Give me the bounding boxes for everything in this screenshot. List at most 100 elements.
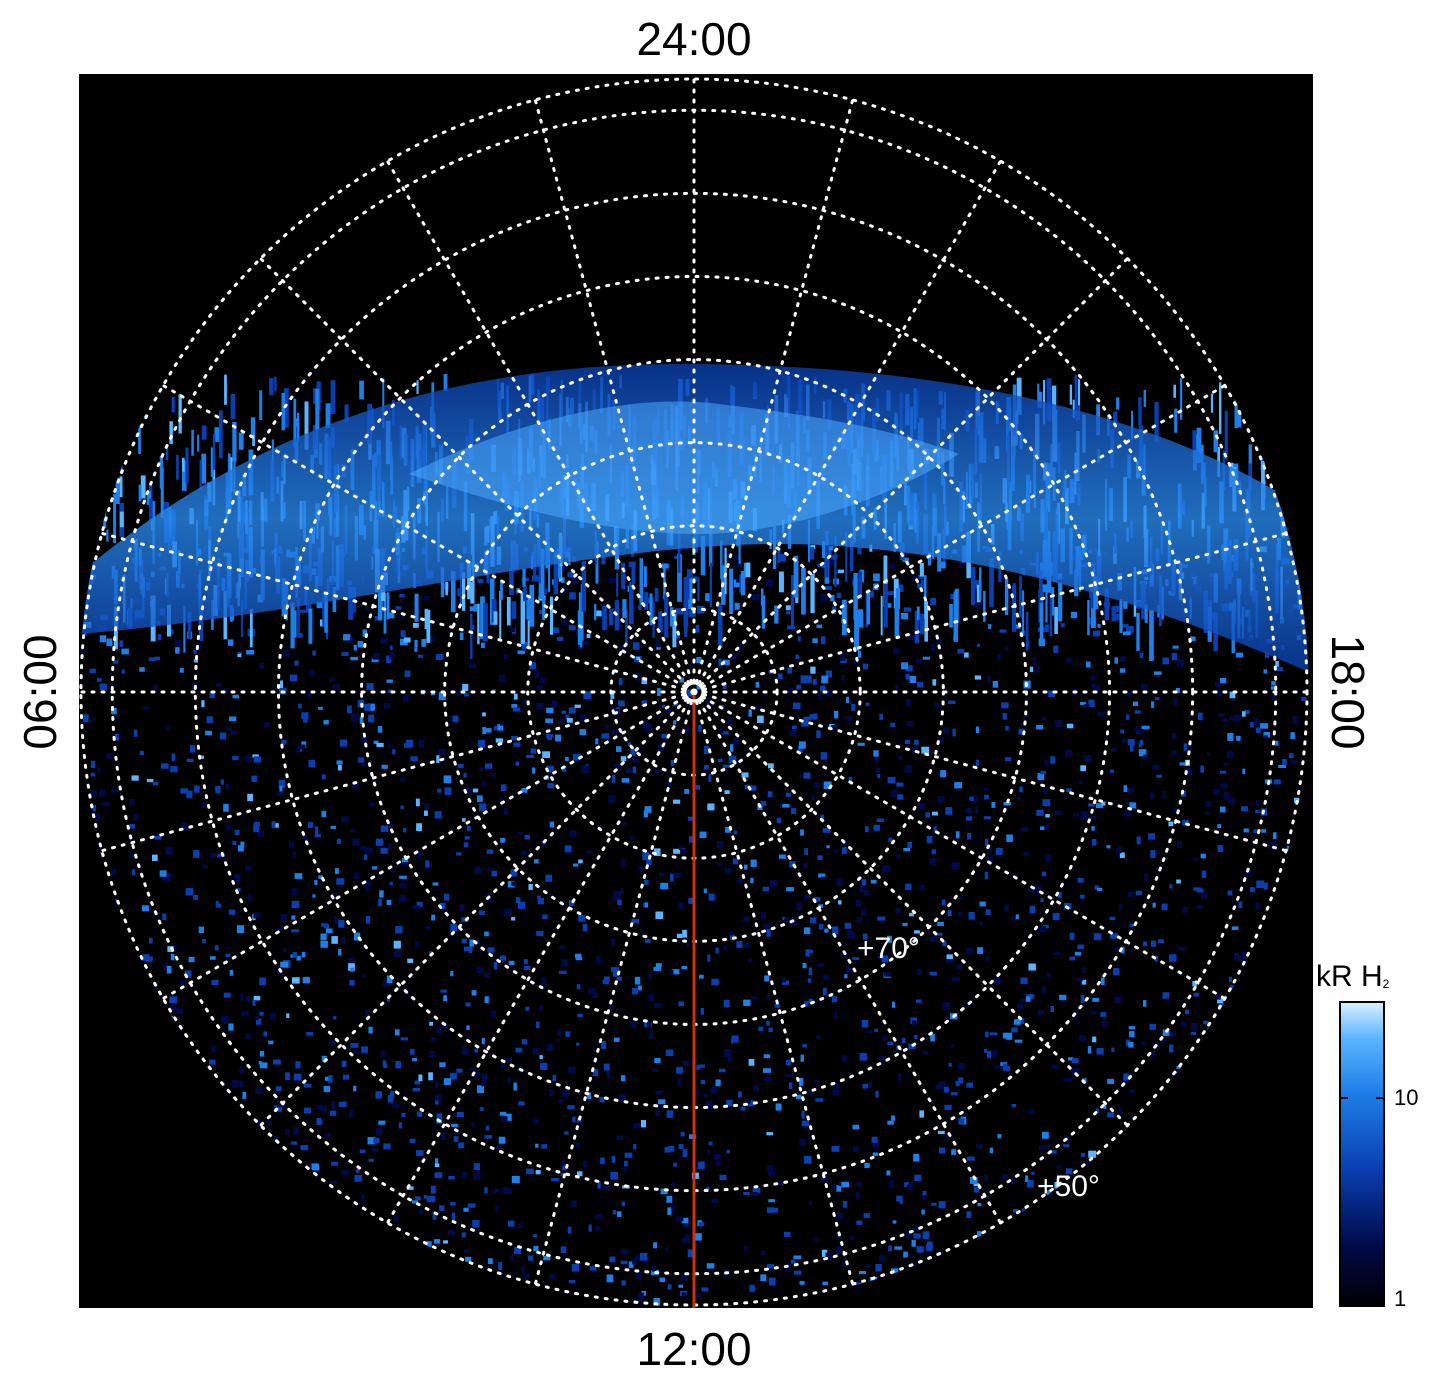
emission-pixel — [1231, 926, 1239, 930]
emission-pixel — [610, 967, 619, 972]
emission-pixel — [1168, 821, 1174, 827]
emission-pixel — [816, 730, 821, 738]
emission-pixel — [1207, 751, 1211, 757]
emission-pixel — [536, 685, 543, 690]
emission-pixel — [253, 912, 261, 919]
emission-pixel — [439, 1062, 446, 1067]
emission-pixel — [1308, 696, 1309, 702]
emission-pixel — [232, 1259, 236, 1268]
emission-pixel — [652, 769, 660, 774]
emission-pixel — [820, 1175, 829, 1183]
emission-pixel — [1211, 1184, 1215, 1193]
emission-pixel — [1138, 749, 1147, 757]
emission-pixel — [678, 1001, 684, 1007]
emission-pixel — [1282, 1139, 1290, 1144]
auroral-streak — [520, 592, 526, 644]
emission-pixel — [489, 899, 494, 903]
emission-pixel — [1134, 1144, 1138, 1152]
emission-pixel — [1263, 735, 1268, 740]
auroral-streak — [1293, 397, 1296, 434]
emission-pixel — [1040, 898, 1044, 903]
emission-pixel — [1217, 997, 1224, 1004]
emission-pixel — [638, 605, 642, 610]
emission-pixel — [535, 1170, 541, 1175]
emission-pixel — [503, 808, 508, 816]
emission-pixel — [268, 1040, 274, 1045]
emission-pixel — [184, 970, 192, 978]
emission-pixel — [477, 1276, 483, 1280]
emission-pixel — [159, 870, 167, 877]
emission-pixel — [957, 648, 965, 654]
emission-pixel — [434, 811, 442, 819]
emission-pixel — [1307, 848, 1309, 856]
emission-pixel — [987, 675, 991, 683]
emission-pixel — [1149, 1249, 1157, 1257]
emission-pixel — [96, 1021, 102, 1029]
emission-pixel — [553, 627, 559, 634]
emission-pixel — [381, 1246, 390, 1254]
emission-pixel — [1001, 702, 1009, 709]
emission-pixel — [1066, 723, 1074, 729]
auroral-streak — [740, 570, 745, 596]
emission-pixel — [1289, 1030, 1296, 1035]
emission-pixel — [632, 758, 639, 763]
emission-pixel — [277, 1107, 282, 1112]
emission-pixel — [1249, 1038, 1256, 1045]
auroral-streak — [480, 596, 485, 639]
emission-pixel — [440, 1132, 446, 1140]
emission-pixel — [338, 949, 342, 956]
local-time-meridian — [98, 531, 696, 694]
emission-pixel — [1116, 846, 1122, 854]
auroral-streak — [470, 582, 475, 604]
emission-pixel — [557, 1029, 561, 1036]
auroral-streak — [1312, 456, 1313, 498]
emission-pixel — [610, 691, 615, 699]
emission-pixel — [1058, 1301, 1066, 1307]
emission-pixel — [633, 1144, 637, 1150]
emission-pixel — [169, 1015, 174, 1020]
emission-pixel — [1150, 1253, 1155, 1261]
auroral-streak — [269, 378, 274, 396]
emission-pixel — [304, 1262, 310, 1270]
emission-pixel — [1217, 824, 1222, 828]
emission-pixel — [1294, 917, 1298, 922]
auroral-streak — [1113, 411, 1118, 426]
emission-pixel — [1162, 1278, 1166, 1283]
emission-pixel — [826, 845, 830, 849]
emission-pixel — [429, 1021, 434, 1026]
emission-pixel — [1064, 749, 1073, 757]
auroral-streak — [1019, 576, 1022, 618]
emission-pixel — [115, 1285, 120, 1290]
emission-pixel — [812, 713, 818, 719]
emission-pixel — [115, 941, 120, 948]
emission-pixel — [148, 657, 155, 661]
emission-pixel — [681, 966, 687, 970]
emission-pixel — [942, 727, 949, 734]
emission-pixel — [1229, 1064, 1236, 1071]
auroral-streak — [1116, 397, 1120, 410]
colorbar-tick-10: 10 — [1394, 1085, 1419, 1110]
emission-pixel — [915, 658, 923, 664]
emission-pixel — [1036, 809, 1044, 816]
emission-pixel — [855, 1191, 860, 1199]
emission-pixel — [436, 1113, 443, 1121]
auroral-streak — [142, 402, 146, 417]
emission-pixel — [371, 658, 379, 663]
emission-pixel — [318, 706, 323, 710]
auroral-streak — [160, 468, 164, 518]
emission-pixel — [895, 907, 901, 914]
auroral-streak — [92, 434, 95, 479]
emission-pixel — [1060, 623, 1065, 628]
emission-pixel — [909, 675, 917, 683]
emission-pixel — [760, 801, 767, 807]
emission-pixel — [803, 675, 812, 683]
emission-pixel — [705, 1100, 713, 1109]
emission-pixel — [323, 719, 329, 725]
emission-pixel — [565, 714, 570, 720]
emission-pixel — [517, 1223, 524, 1228]
auroral-streak — [821, 541, 827, 558]
emission-pixel — [469, 663, 477, 669]
emission-pixel — [784, 1231, 791, 1237]
emission-pixel — [891, 1001, 895, 1008]
emission-pixel — [292, 1127, 299, 1135]
